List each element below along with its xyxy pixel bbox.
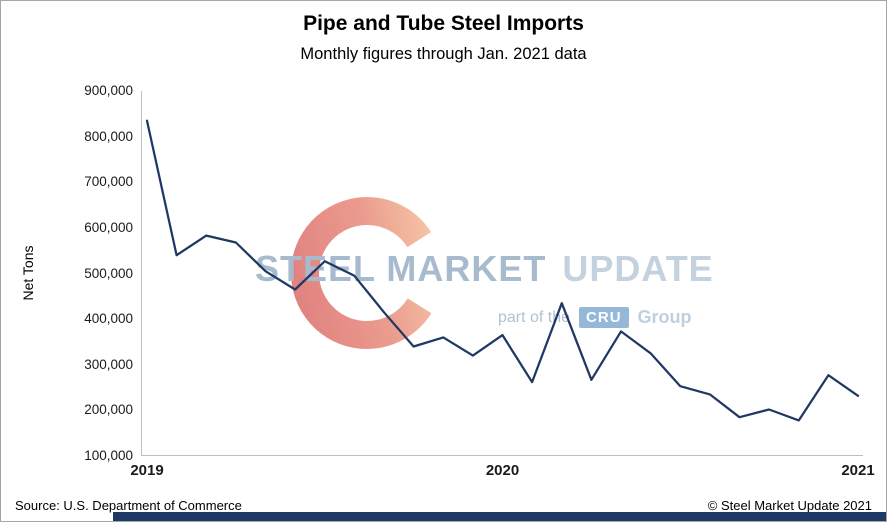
y-tick-label: 400,000 [84, 311, 133, 327]
y-tick-label: 600,000 [84, 219, 133, 235]
page-title: Pipe and Tube Steel Imports [303, 12, 584, 35]
imports-line-series [145, 119, 860, 422]
source-text: Source: U.S. Department of Commerce [15, 498, 242, 513]
y-tick-label: 900,000 [84, 83, 133, 98]
x-tick-label: 2020 [485, 462, 520, 479]
page-subtitle: Monthly figures through Jan. 2021 data [300, 45, 587, 63]
x-tick-label: 2021 [841, 462, 875, 479]
y-tick-label: 700,000 [84, 174, 133, 190]
y-tick-label: 500,000 [84, 265, 133, 281]
x-tick-label: 2019 [130, 462, 164, 479]
chart-plot-area [141, 91, 863, 456]
bottom-accent-bar [113, 512, 886, 521]
y-axis-label: Net Tons [20, 245, 36, 301]
y-tick-label: 800,000 [84, 128, 133, 144]
y-tick-label: 200,000 [84, 402, 133, 418]
y-tick-label: 100,000 [84, 448, 133, 463]
chart-canvas [145, 119, 860, 422]
copyright-text: © Steel Market Update 2021 [707, 498, 872, 513]
y-tick-label: 300,000 [84, 356, 133, 372]
